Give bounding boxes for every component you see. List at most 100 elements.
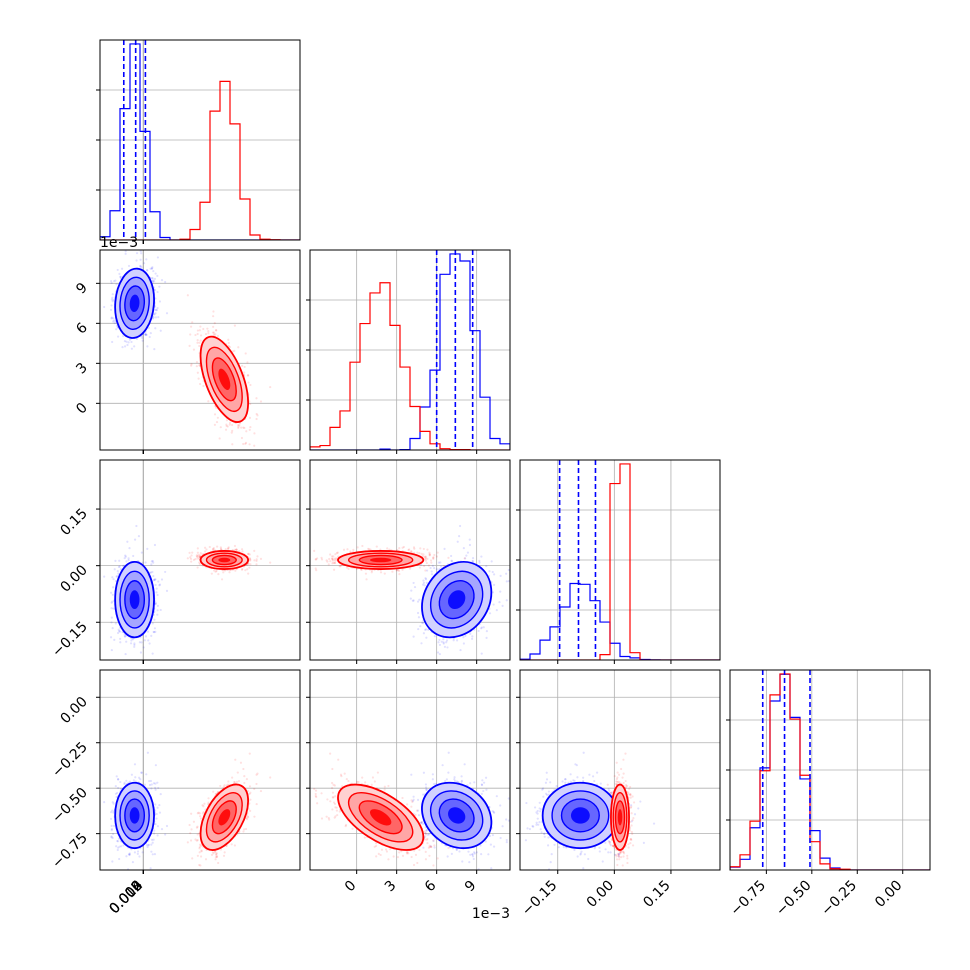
scatter-point: [216, 545, 219, 548]
scatter-point: [198, 364, 201, 367]
scatter-point: [456, 540, 459, 543]
scatter-point: [212, 310, 215, 313]
scatter-point: [110, 648, 113, 652]
scatter-point: [152, 574, 155, 578]
scatter-point: [259, 400, 263, 403]
scatter-point: [241, 550, 244, 553]
y-tick-label: −0.15: [49, 619, 91, 661]
scatter-point: [225, 424, 228, 428]
scatter-point: [411, 599, 414, 602]
scatter-point: [422, 579, 425, 582]
scatter-point: [189, 325, 193, 328]
scatter-point: [138, 641, 142, 644]
scatter-point: [114, 579, 118, 583]
scatter-point: [112, 320, 115, 323]
scatter-point: [212, 569, 216, 572]
scatter-point: [113, 280, 116, 283]
scatter-point: [240, 426, 243, 429]
scatter-point: [154, 312, 157, 315]
scatter-point: [128, 547, 131, 550]
scatter-point: [228, 421, 232, 424]
scatter-point: [459, 648, 462, 652]
scatter-point: [465, 554, 468, 557]
scatter-point: [196, 547, 199, 550]
scatter-point: [480, 627, 483, 630]
scatter-point: [450, 559, 453, 562]
scatter-point: [124, 554, 127, 557]
scatter-point: [119, 275, 122, 278]
scatter-point: [249, 402, 252, 406]
scatter-point: [120, 267, 124, 270]
scatter-point: [112, 578, 115, 581]
scatter-point: [231, 429, 234, 432]
scatter-point: [233, 544, 237, 548]
scatter-point: [247, 374, 250, 377]
scatter-point: [198, 329, 201, 332]
scatter-point: [425, 636, 428, 639]
scatter-point: [211, 548, 215, 551]
scatter-point: [117, 572, 120, 575]
scatter-point: [152, 316, 155, 319]
scatter-point: [228, 571, 231, 574]
scatter-point: [196, 566, 199, 569]
scatter-point: [147, 326, 150, 330]
scatter-point: [421, 583, 425, 586]
scatter-point: [113, 568, 116, 571]
scatter-point: [248, 428, 251, 431]
scatter-point: [468, 538, 471, 541]
scatter-point: [445, 639, 449, 642]
scatter-point: [133, 345, 136, 348]
scatter-point: [227, 338, 230, 341]
scatter-point: [156, 613, 159, 616]
scatter-point: [195, 554, 198, 557]
scatter-point: [151, 266, 154, 269]
scatter-point: [110, 601, 113, 604]
scatter-point: [207, 400, 210, 403]
scatter-point: [420, 642, 423, 645]
scatter-point: [116, 268, 119, 272]
scatter-point: [225, 419, 229, 422]
scatter-point: [186, 294, 189, 297]
scatter-point: [471, 560, 475, 563]
scatter-point: [227, 547, 230, 550]
scatter-point: [123, 339, 126, 343]
panel-1-1: [306, 249, 511, 454]
scatter-point: [480, 555, 483, 558]
scatter-point: [146, 345, 149, 348]
scatter-point: [135, 524, 138, 528]
scatter-point: [197, 553, 200, 557]
scatter-point: [153, 578, 156, 581]
scatter-point: [114, 622, 117, 625]
scatter-point: [207, 329, 210, 333]
scatter-point: [198, 341, 201, 344]
scatter-point: [491, 591, 495, 594]
panel-frame: [309, 249, 511, 451]
scatter-point: [116, 575, 119, 578]
scatter-point: [192, 558, 196, 561]
scatter-point: [119, 641, 122, 644]
scatter-point: [195, 365, 198, 368]
scatter-point: [115, 575, 118, 578]
scatter-point: [144, 635, 148, 638]
scatter-point: [112, 298, 115, 302]
contour-line: [205, 552, 243, 568]
scatter-point: [269, 385, 272, 389]
scatter-point: [422, 581, 426, 584]
scatter-point: [422, 632, 426, 635]
scatter-point: [433, 567, 436, 570]
scatter-point: [443, 547, 446, 550]
scatter-point: [424, 628, 427, 631]
scatter-point: [244, 352, 247, 355]
scatter-point: [139, 258, 142, 261]
scatter-point: [109, 636, 113, 639]
scatter-point: [429, 566, 432, 570]
contour-line: [199, 550, 250, 570]
scatter-point: [241, 567, 244, 571]
scatter-point: [156, 290, 159, 294]
scatter-point: [227, 341, 230, 345]
scatter-point: [196, 341, 199, 344]
scatter-point: [130, 639, 133, 642]
scatter-point: [153, 543, 157, 547]
scatter-point: [226, 425, 229, 428]
scatter-point: [153, 288, 157, 292]
